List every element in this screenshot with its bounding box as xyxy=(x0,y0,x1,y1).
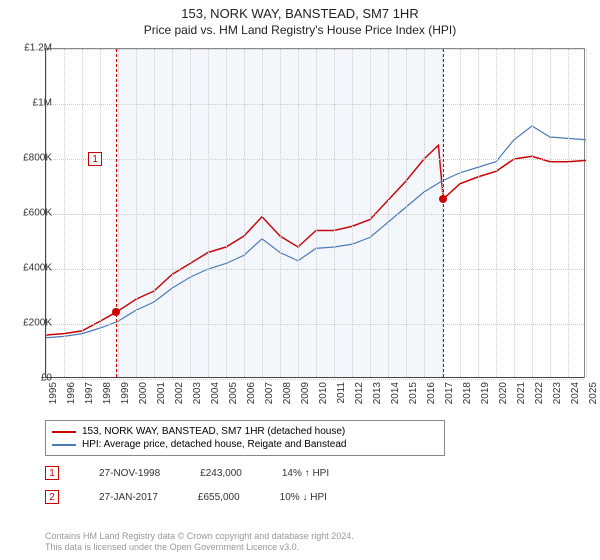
x-axis-label: 2025 xyxy=(588,382,599,404)
chart-title: 153, NORK WAY, BANSTEAD, SM7 1HR xyxy=(0,0,600,21)
x-axis-label: 2018 xyxy=(462,382,473,404)
x-axis-label: 2008 xyxy=(282,382,293,404)
x-axis-label: 1996 xyxy=(66,382,77,404)
footnote: Contains HM Land Registry data © Crown c… xyxy=(45,531,354,554)
x-axis-label: 1997 xyxy=(84,382,95,404)
x-axis-label: 2011 xyxy=(336,382,347,404)
chart-plot-area: 12 xyxy=(45,48,585,378)
x-axis-label: 2022 xyxy=(534,382,545,404)
x-axis-label: 2003 xyxy=(192,382,203,404)
x-axis-label: 2002 xyxy=(174,382,185,404)
x-axis-label: 2017 xyxy=(444,382,455,404)
x-axis-label: 1998 xyxy=(102,382,113,404)
chart-subtitle: Price paid vs. HM Land Registry's House … xyxy=(0,21,600,37)
x-axis-label: 2016 xyxy=(426,382,437,404)
sale-date: 27-JAN-2017 xyxy=(99,492,158,503)
y-axis-label: £800K xyxy=(23,153,52,164)
x-axis-label: 2015 xyxy=(408,382,419,404)
footnote-line: Contains HM Land Registry data © Crown c… xyxy=(45,531,354,543)
sale-date: 27-NOV-1998 xyxy=(99,468,160,479)
sale-price: £655,000 xyxy=(198,492,240,503)
x-axis-label: 2023 xyxy=(552,382,563,404)
legend-box: 153, NORK WAY, BANSTEAD, SM7 1HR (detach… xyxy=(45,420,445,456)
y-axis-label: £600K xyxy=(23,208,52,219)
sale-price: £243,000 xyxy=(200,468,242,479)
x-axis-label: 2021 xyxy=(516,382,527,404)
sale-marker-icon: 1 xyxy=(45,466,59,480)
x-axis-label: 2010 xyxy=(318,382,329,404)
x-axis-label: 2009 xyxy=(300,382,311,404)
sale-diff: 10% ↓ HPI xyxy=(280,492,327,503)
y-axis-label: £1.2M xyxy=(24,43,52,54)
sale-row: 1 27-NOV-1998 £243,000 14% ↑ HPI xyxy=(45,466,329,480)
legend-label: HPI: Average price, detached house, Reig… xyxy=(82,439,346,450)
y-axis-label: £400K xyxy=(23,263,52,274)
x-axis-label: 2013 xyxy=(372,382,383,404)
legend-item: 153, NORK WAY, BANSTEAD, SM7 1HR (detach… xyxy=(52,425,438,438)
x-axis-label: 2020 xyxy=(498,382,509,404)
x-axis-label: 2004 xyxy=(210,382,221,404)
x-axis-label: 1999 xyxy=(120,382,131,404)
y-axis-label: £1M xyxy=(33,98,52,109)
x-axis-label: 2006 xyxy=(246,382,257,404)
x-axis-label: 2019 xyxy=(480,382,491,404)
x-axis-label: 2014 xyxy=(390,382,401,404)
x-axis-label: 1995 xyxy=(48,382,59,404)
y-axis-label: £200K xyxy=(23,318,52,329)
legend-item: HPI: Average price, detached house, Reig… xyxy=(52,438,438,451)
marker-dot xyxy=(112,308,120,316)
x-axis-label: 2012 xyxy=(354,382,365,404)
marker-label: 1 xyxy=(88,152,102,166)
legend-label: 153, NORK WAY, BANSTEAD, SM7 1HR (detach… xyxy=(82,426,345,437)
down-arrow-icon: ↓ xyxy=(302,492,307,503)
chart-container: 153, NORK WAY, BANSTEAD, SM7 1HR Price p… xyxy=(0,0,600,560)
up-arrow-icon: ↑ xyxy=(305,468,310,479)
x-axis-label: 2007 xyxy=(264,382,275,404)
x-axis-label: 2005 xyxy=(228,382,239,404)
sale-diff: 14% ↑ HPI xyxy=(282,468,329,479)
x-axis-label: 2000 xyxy=(138,382,149,404)
footnote-line: This data is licensed under the Open Gov… xyxy=(45,542,354,554)
legend-swatch xyxy=(52,431,76,433)
x-axis-label: 2001 xyxy=(156,382,167,404)
legend-swatch xyxy=(52,444,76,446)
sale-row: 2 27-JAN-2017 £655,000 10% ↓ HPI xyxy=(45,490,327,504)
x-axis-label: 2024 xyxy=(570,382,581,404)
sale-marker-icon: 2 xyxy=(45,490,59,504)
marker-dot xyxy=(439,195,447,203)
